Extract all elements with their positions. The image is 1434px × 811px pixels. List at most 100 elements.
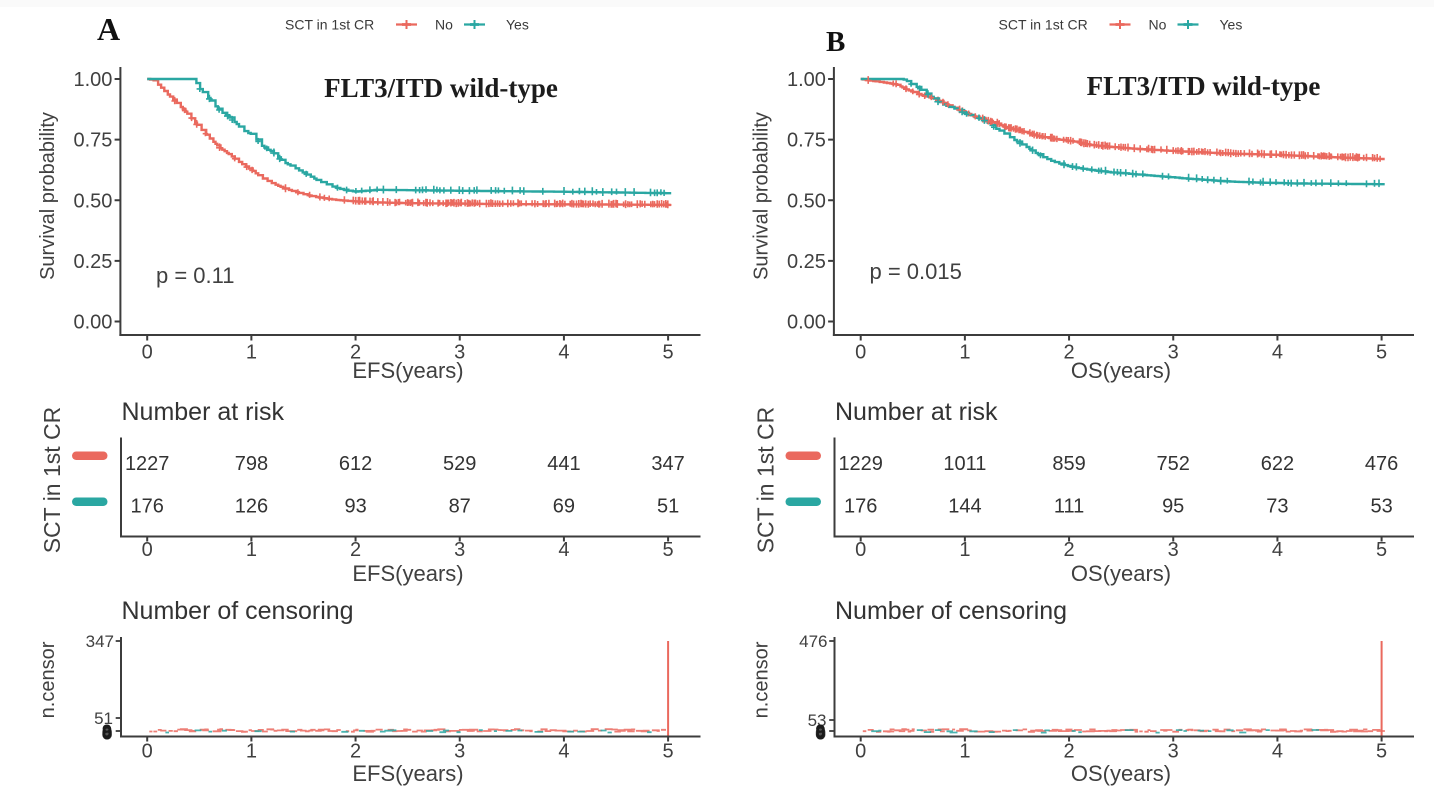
svg-text:176: 176: [844, 496, 877, 518]
svg-text:1: 1: [246, 342, 257, 364]
svg-text:p = 0.11: p = 0.11: [156, 263, 235, 288]
svg-text:3: 3: [454, 741, 465, 763]
svg-text:0: 0: [142, 539, 153, 561]
svg-text:SCT in 1st CR: SCT in 1st CR: [999, 17, 1088, 33]
svg-text:2: 2: [1064, 741, 1075, 763]
svg-text:0.25: 0.25: [787, 251, 826, 273]
svg-text:0: 0: [855, 342, 866, 364]
svg-text:0.00: 0.00: [73, 312, 112, 334]
svg-text:1: 1: [246, 741, 257, 763]
svg-text:Yes: Yes: [1220, 17, 1243, 33]
svg-text:622: 622: [1261, 453, 1294, 475]
svg-text:0: 0: [855, 539, 866, 561]
svg-text:1.00: 1.00: [73, 69, 112, 91]
svg-text:Number of censoring: Number of censoring: [122, 597, 354, 625]
svg-text:OS(years): OS(years): [1071, 761, 1171, 786]
svg-text:53: 53: [808, 711, 827, 730]
svg-text:9: 9: [815, 722, 825, 742]
svg-text:9: 9: [102, 722, 112, 742]
svg-text:B: B: [826, 26, 845, 58]
svg-text:No: No: [1149, 17, 1167, 33]
svg-text:4: 4: [1272, 539, 1283, 561]
svg-text:EFS(years): EFS(years): [352, 761, 463, 786]
svg-text:51: 51: [657, 496, 679, 518]
svg-text:0.00: 0.00: [787, 312, 826, 334]
svg-text:95: 95: [1162, 496, 1184, 518]
svg-text:1: 1: [959, 539, 970, 561]
svg-text:OS(years): OS(years): [1071, 358, 1171, 383]
svg-text:1227: 1227: [125, 453, 170, 475]
svg-text:476: 476: [799, 632, 827, 651]
svg-text:87: 87: [449, 496, 471, 518]
svg-text:1229: 1229: [838, 453, 883, 475]
svg-text:0.75: 0.75: [73, 130, 112, 152]
svg-text:5: 5: [663, 741, 674, 763]
svg-text:1011: 1011: [943, 453, 986, 475]
svg-text:5: 5: [663, 539, 674, 561]
svg-text:53: 53: [1370, 496, 1392, 518]
svg-text:1: 1: [959, 342, 970, 364]
svg-text:798: 798: [235, 453, 268, 475]
svg-text:n.censor: n.censor: [37, 641, 59, 718]
svg-text:612: 612: [339, 453, 372, 475]
svg-text:5: 5: [1376, 342, 1387, 364]
svg-text:Number at risk: Number at risk: [122, 398, 285, 426]
svg-text:1.00: 1.00: [787, 69, 826, 91]
svg-text:0.25: 0.25: [73, 251, 112, 273]
svg-text:51: 51: [94, 709, 113, 728]
svg-text:No: No: [435, 17, 453, 33]
svg-text:2: 2: [1064, 342, 1075, 364]
svg-text:n.censor: n.censor: [751, 641, 773, 718]
svg-text:3: 3: [1168, 741, 1179, 763]
svg-text:0: 0: [142, 741, 153, 763]
svg-text:2: 2: [1064, 539, 1075, 561]
svg-text:111: 111: [1054, 496, 1084, 518]
svg-text:0.75: 0.75: [787, 130, 826, 152]
svg-text:Survival probability: Survival probability: [37, 112, 59, 280]
svg-text:144: 144: [948, 496, 981, 518]
svg-text:529: 529: [443, 453, 476, 475]
svg-text:Survival probability: Survival probability: [751, 112, 773, 280]
svg-text:8: 8: [815, 723, 825, 743]
svg-text:4: 4: [1272, 342, 1283, 364]
svg-text:5: 5: [1376, 539, 1387, 561]
svg-text:Number of censoring: Number of censoring: [835, 597, 1067, 625]
svg-text:SCT in 1st CR: SCT in 1st CR: [285, 17, 374, 33]
svg-text:3: 3: [454, 342, 465, 364]
svg-text:0: 0: [815, 724, 825, 744]
svg-text:3: 3: [1168, 342, 1179, 364]
svg-text:OS(years): OS(years): [1071, 561, 1171, 586]
svg-text:Yes: Yes: [506, 17, 529, 33]
svg-text:93: 93: [344, 496, 366, 518]
svg-text:347: 347: [651, 453, 684, 475]
svg-text:A: A: [97, 11, 120, 47]
svg-text:EFS(years): EFS(years): [352, 561, 463, 586]
svg-text:4: 4: [1272, 741, 1283, 763]
svg-text:1: 1: [246, 539, 257, 561]
svg-text:SCT in 1st CR: SCT in 1st CR: [39, 407, 65, 554]
svg-text:4: 4: [558, 342, 569, 364]
svg-text:2: 2: [350, 342, 361, 364]
svg-text:752: 752: [1157, 453, 1190, 475]
svg-text:5: 5: [663, 342, 674, 364]
svg-text:2: 2: [350, 741, 361, 763]
svg-text:0.50: 0.50: [787, 190, 826, 212]
svg-text:3: 3: [1168, 539, 1179, 561]
svg-text:2: 2: [350, 539, 361, 561]
svg-text:126: 126: [235, 496, 268, 518]
svg-text:4: 4: [558, 741, 569, 763]
svg-text:FLT3/ITD wild-type: FLT3/ITD wild-type: [1087, 71, 1321, 101]
svg-text:73: 73: [1266, 496, 1288, 518]
svg-text:176: 176: [131, 496, 164, 518]
svg-text:4: 4: [558, 539, 569, 561]
svg-text:Number at risk: Number at risk: [835, 398, 998, 426]
svg-text:0: 0: [102, 724, 112, 744]
svg-text:5: 5: [1376, 741, 1387, 763]
svg-text:476: 476: [1365, 453, 1398, 475]
svg-text:3: 3: [454, 539, 465, 561]
svg-text:0.50: 0.50: [73, 190, 112, 212]
svg-text:441: 441: [547, 453, 580, 475]
svg-text:347: 347: [86, 632, 114, 651]
svg-text:0: 0: [142, 342, 153, 364]
svg-text:69: 69: [553, 496, 575, 518]
